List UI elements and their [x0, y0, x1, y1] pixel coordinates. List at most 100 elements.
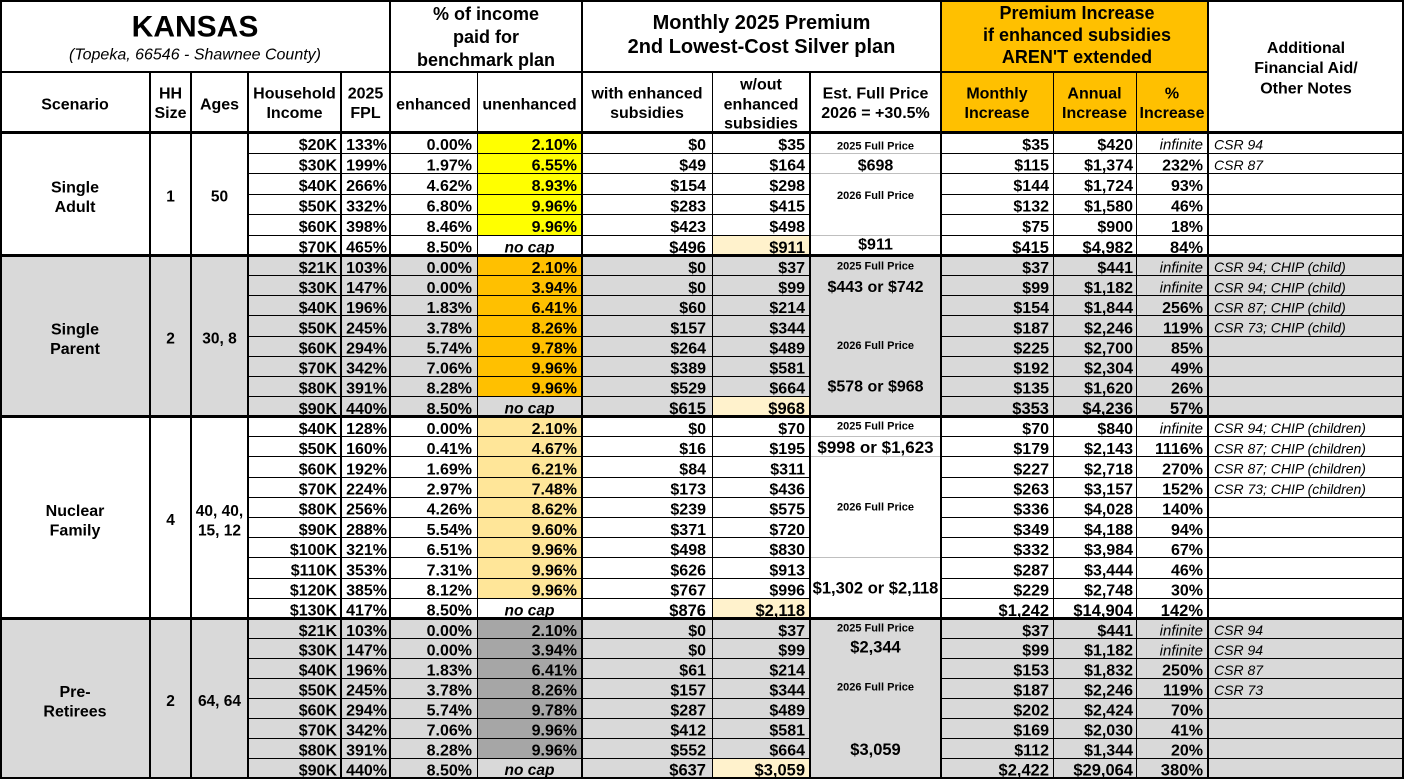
svg-text:5.54%: 5.54% [427, 522, 472, 539]
svg-text:6.21%: 6.21% [532, 461, 577, 478]
svg-text:49%: 49% [1171, 361, 1203, 378]
svg-text:1.83%: 1.83% [427, 300, 472, 317]
svg-text:353%: 353% [346, 562, 387, 579]
svg-text:2025 Full Price: 2025 Full Price [837, 421, 914, 433]
svg-text:CSR 94: CSR 94 [1214, 136, 1263, 152]
svg-text:$968: $968 [768, 400, 805, 418]
svg-text:85%: 85% [1171, 340, 1203, 357]
svg-text:$698: $698 [858, 157, 894, 174]
svg-text:2: 2 [166, 331, 175, 348]
svg-text:$214: $214 [769, 663, 805, 680]
svg-text:1.97%: 1.97% [427, 158, 472, 175]
svg-text:Adult: Adult [55, 199, 97, 216]
svg-text:$2,748: $2,748 [1084, 583, 1133, 600]
svg-text:2025 Full Price: 2025 Full Price [837, 623, 914, 635]
svg-text:no cap: no cap [505, 603, 555, 620]
svg-text:133%: 133% [346, 137, 387, 154]
svg-text:$90K: $90K [299, 762, 338, 779]
svg-text:8.62%: 8.62% [532, 502, 577, 519]
svg-text:140%: 140% [1162, 502, 1203, 519]
svg-text:8.46%: 8.46% [427, 219, 472, 236]
svg-text:8.12%: 8.12% [427, 583, 472, 600]
svg-text:$50K: $50K [299, 683, 338, 700]
svg-text:paid for: paid for [453, 27, 519, 47]
svg-text:256%: 256% [1162, 300, 1203, 317]
svg-text:Increase: Increase [1140, 105, 1205, 122]
svg-text:288%: 288% [346, 522, 387, 539]
svg-text:2026 Full Price: 2026 Full Price [837, 502, 914, 514]
svg-text:50: 50 [211, 189, 228, 206]
svg-text:$436: $436 [769, 482, 805, 499]
svg-text:Single: Single [51, 180, 99, 197]
svg-text:$187: $187 [1013, 320, 1049, 337]
svg-text:0.00%: 0.00% [427, 643, 472, 660]
svg-text:$153: $153 [1013, 663, 1049, 680]
svg-text:245%: 245% [346, 320, 387, 337]
svg-text:2025 Full Price: 2025 Full Price [837, 141, 914, 153]
svg-text:Nuclear: Nuclear [46, 503, 105, 520]
svg-text:$14,904: $14,904 [1073, 602, 1133, 620]
svg-text:$60K: $60K [299, 340, 338, 357]
svg-text:CSR 94: CSR 94 [1214, 642, 1263, 658]
svg-text:$157: $157 [670, 683, 706, 700]
svg-text:84%: 84% [1170, 239, 1203, 257]
svg-text:$37: $37 [1022, 623, 1049, 640]
svg-text:$264: $264 [670, 340, 706, 357]
svg-text:2.10%: 2.10% [532, 421, 577, 438]
svg-text:9.96%: 9.96% [532, 219, 577, 236]
svg-text:$1,182: $1,182 [1084, 643, 1133, 660]
svg-text:18%: 18% [1171, 219, 1203, 236]
svg-text:$40K: $40K [299, 300, 338, 317]
svg-text:$575: $575 [769, 502, 805, 519]
svg-text:subsidies: subsidies [610, 105, 684, 122]
svg-text:$615: $615 [669, 400, 706, 418]
svg-text:465%: 465% [346, 240, 387, 257]
svg-text:$135: $135 [1013, 381, 1049, 398]
svg-text:$70: $70 [1022, 421, 1049, 438]
svg-text:$70K: $70K [299, 361, 338, 378]
svg-text:15, 12: 15, 12 [198, 522, 241, 539]
svg-text:$60: $60 [679, 300, 706, 317]
svg-text:266%: 266% [346, 178, 387, 195]
svg-text:Annual: Annual [1067, 85, 1121, 102]
svg-text:196%: 196% [346, 300, 387, 317]
svg-text:$0: $0 [688, 643, 706, 660]
svg-text:398%: 398% [346, 219, 387, 236]
svg-text:$2,424: $2,424 [1084, 703, 1133, 720]
svg-text:$29,064: $29,064 [1073, 762, 1133, 779]
svg-text:$263: $263 [1013, 482, 1049, 499]
svg-text:$50K: $50K [299, 320, 338, 337]
svg-text:$664: $664 [769, 742, 805, 759]
svg-text:$0: $0 [688, 421, 706, 438]
svg-text:$239: $239 [670, 502, 706, 519]
svg-text:9.96%: 9.96% [532, 723, 577, 740]
svg-text:9.78%: 9.78% [532, 703, 577, 720]
svg-text:$1,844: $1,844 [1084, 300, 1133, 317]
svg-text:8.28%: 8.28% [427, 381, 472, 398]
svg-text:6.41%: 6.41% [532, 663, 577, 680]
svg-text:250%: 250% [1162, 663, 1203, 680]
svg-text:$1,724: $1,724 [1084, 178, 1133, 195]
svg-text:8.50%: 8.50% [427, 401, 472, 418]
svg-text:$830: $830 [769, 542, 805, 559]
svg-text:$353: $353 [1012, 400, 1049, 418]
svg-text:$30K: $30K [299, 280, 338, 297]
svg-text:8.50%: 8.50% [427, 762, 472, 779]
svg-text:40, 40,: 40, 40, [196, 503, 243, 520]
svg-text:2026 Full Price: 2026 Full Price [837, 340, 914, 352]
svg-text:232%: 232% [1162, 158, 1203, 175]
svg-text:57%: 57% [1170, 400, 1203, 418]
svg-text:9.96%: 9.96% [532, 542, 577, 559]
svg-text:$498: $498 [670, 542, 706, 559]
svg-text:5.74%: 5.74% [427, 703, 472, 720]
svg-text:Pre-: Pre- [59, 684, 90, 701]
svg-text:$225: $225 [1013, 340, 1049, 357]
svg-text:$4,982: $4,982 [1083, 239, 1133, 257]
svg-text:FPL: FPL [350, 105, 380, 122]
svg-text:4.62%: 4.62% [427, 178, 472, 195]
svg-text:270%: 270% [1162, 461, 1203, 478]
svg-text:infinite: infinite [1160, 137, 1203, 154]
svg-text:160%: 160% [346, 441, 387, 458]
svg-text:$187: $187 [1013, 683, 1049, 700]
svg-text:$80K: $80K [299, 502, 338, 519]
